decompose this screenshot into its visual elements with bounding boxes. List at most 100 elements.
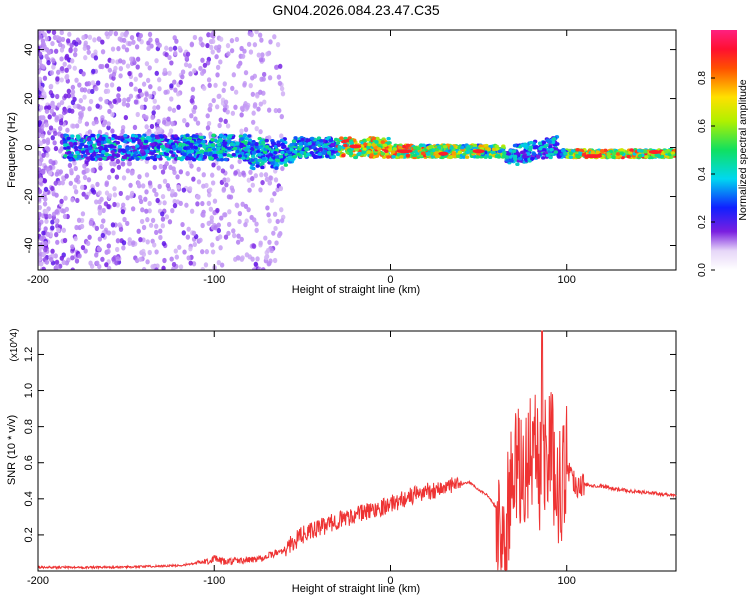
spectrogram-cell xyxy=(122,98,126,103)
spectrogram-cell xyxy=(276,219,280,224)
spectrogram-cell xyxy=(76,37,80,42)
spectrogram-cell xyxy=(135,144,139,148)
spectrogram-cell xyxy=(217,260,221,265)
spectrogram-cell xyxy=(200,201,204,206)
spectrogram-cell xyxy=(124,115,128,120)
spectrogram-cell xyxy=(123,32,127,37)
spectrogram-cell xyxy=(267,261,271,266)
spectrogram-cell xyxy=(362,139,366,143)
spectrogram-cell xyxy=(165,214,169,219)
spectrogram-cell xyxy=(194,146,198,150)
spectrogram-cell xyxy=(217,228,221,233)
spectrogram-cell xyxy=(270,162,274,166)
spectrogram-cell xyxy=(244,204,248,209)
spectrogram-cell xyxy=(111,59,115,64)
spectrogram-cell xyxy=(230,86,234,91)
spectrogram-cell xyxy=(42,139,46,144)
spectrogram-cell xyxy=(158,127,162,132)
spectrogram-cell xyxy=(125,195,129,200)
spectrogram-cell xyxy=(153,99,157,104)
spectrogram-cell xyxy=(399,155,403,159)
spectrogram-cell xyxy=(84,41,88,46)
spectrogram-cell xyxy=(137,139,141,143)
spectrogram-cell xyxy=(529,145,533,149)
spectrogram-cell xyxy=(391,150,395,154)
spectrogram-cell xyxy=(60,140,64,145)
spectrogram-cell xyxy=(224,158,228,162)
spectrogram-cell xyxy=(161,223,165,228)
spectrogram-cell xyxy=(164,46,168,51)
spectrogram-cell xyxy=(179,264,183,269)
spectrogram-cell xyxy=(91,137,95,141)
spectrogram-cell xyxy=(117,86,121,91)
spectrogram-cell xyxy=(108,68,112,73)
spectrogram-cell xyxy=(141,183,145,188)
spectrogram-cell xyxy=(198,37,202,42)
spectrogram-cell xyxy=(150,155,154,159)
spectrogram-cell xyxy=(71,124,75,129)
spectrogram-cell xyxy=(56,70,60,75)
spectrogram-cell xyxy=(456,154,460,158)
spectrogram-cell xyxy=(86,45,90,50)
spectrogram-cell xyxy=(127,241,131,246)
spectrogram-cell xyxy=(116,256,120,261)
spectrogram-cell xyxy=(184,62,188,67)
spectrogram-cell xyxy=(272,191,276,196)
spectrogram-peak xyxy=(397,149,413,153)
spectrogram-cell xyxy=(152,105,156,110)
spectrogram-cell xyxy=(247,188,251,193)
spectrogram-cell xyxy=(141,156,145,160)
spectrogram-cell xyxy=(44,219,48,224)
spectrogram-cell xyxy=(116,159,120,164)
spectrogram-cell xyxy=(235,203,239,208)
spectrogram-cell xyxy=(293,155,297,159)
spectrogram-cell xyxy=(258,187,262,192)
spectrogram-cell xyxy=(168,219,172,224)
spectrogram-cell xyxy=(162,200,166,205)
spectrogram-cell xyxy=(200,58,204,63)
spectrogram-cell xyxy=(118,73,122,78)
spectrogram-cell xyxy=(223,119,227,124)
spectrogram-cell xyxy=(107,175,111,180)
spectrogram-cell xyxy=(84,145,88,149)
spectrogram-cell xyxy=(209,219,213,224)
spectrogram-cell xyxy=(77,82,81,87)
spectrogram-cell xyxy=(144,115,148,120)
bottom-yscale: (x10^4) xyxy=(9,328,20,361)
spectrogram-cell xyxy=(91,168,95,173)
spectrogram-cell xyxy=(42,91,46,96)
spectrogram-cell xyxy=(98,137,102,141)
spectrogram-cell xyxy=(151,218,155,223)
spectrogram-cell xyxy=(81,35,85,40)
spectrogram-cell xyxy=(151,142,155,146)
spectrogram-cell xyxy=(185,134,189,138)
spectrogram-cell xyxy=(174,39,178,44)
spectrogram-cell xyxy=(205,249,209,254)
spectrogram-cell xyxy=(182,230,186,235)
spectrogram-cell xyxy=(109,161,113,166)
spectrogram-cell xyxy=(222,88,226,93)
spectrogram-cell xyxy=(502,154,506,158)
spectrogram-cell xyxy=(180,74,184,79)
spectrogram-cell xyxy=(227,209,231,214)
spectrogram-cell xyxy=(55,260,59,265)
spectrogram-cell xyxy=(64,174,68,179)
spectrogram-cell xyxy=(48,171,52,176)
spectrogram-cell xyxy=(533,146,537,150)
spectrogram-cell xyxy=(49,84,53,89)
spectrogram-cell xyxy=(120,129,124,134)
spectrogram-cell xyxy=(63,93,67,98)
spectrogram-cell xyxy=(148,180,152,185)
spectrogram-cell xyxy=(113,192,117,197)
spectrogram-cell xyxy=(97,190,101,195)
spectrogram-cell xyxy=(569,151,573,155)
spectrogram-cell xyxy=(98,146,102,150)
spectrogram-cell xyxy=(664,150,668,154)
spectrogram-cell xyxy=(68,48,72,53)
spectrogram-cell xyxy=(72,40,76,45)
spectrogram-cell xyxy=(82,164,86,169)
spectrogram-cell xyxy=(243,222,247,227)
spectrogram-cell xyxy=(70,58,74,63)
spectrogram-cell xyxy=(163,68,167,73)
spectrogram-cell xyxy=(146,239,150,244)
